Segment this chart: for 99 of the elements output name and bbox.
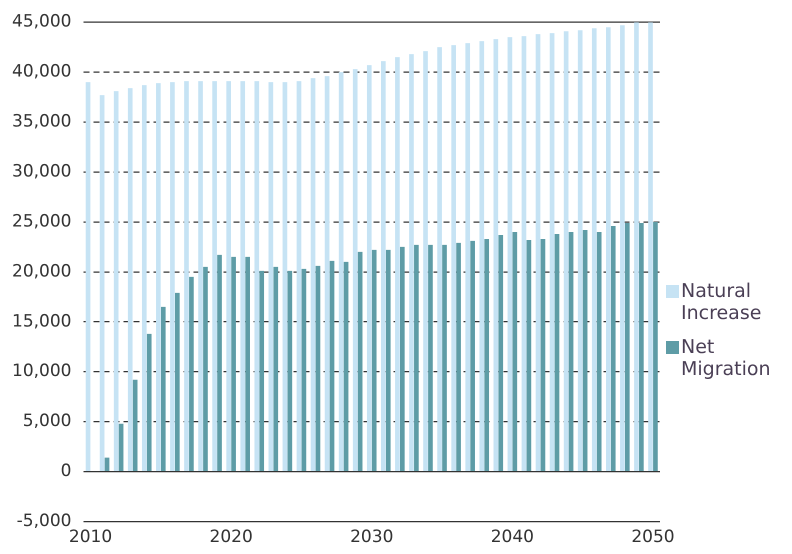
bar [310, 78, 316, 472]
bar [550, 33, 554, 472]
bar [512, 232, 518, 472]
bar [395, 57, 400, 472]
bar [578, 30, 583, 472]
bar [554, 234, 560, 472]
bar [568, 232, 574, 472]
bar [128, 88, 133, 472]
bar [324, 76, 330, 472]
bar [536, 34, 540, 472]
bar [189, 276, 194, 472]
bar [100, 95, 104, 472]
legend-label: Natural Increase [681, 280, 762, 324]
bar [648, 22, 653, 472]
y-tick-label: -5,000 [16, 511, 72, 532]
bar [381, 61, 386, 472]
bar [423, 51, 428, 472]
x-tick-label: 2040 [490, 527, 534, 548]
y-tick-label: 30,000 [12, 161, 72, 182]
bar [338, 72, 344, 472]
bar [606, 27, 611, 472]
bar [273, 266, 278, 472]
bar [156, 83, 161, 472]
bar [526, 240, 532, 472]
legend-label: Net Migration [681, 336, 772, 380]
bar [254, 81, 260, 472]
bar [522, 36, 526, 472]
y-tick-label: 5,000 [22, 411, 72, 432]
bar [508, 37, 512, 472]
bar [372, 250, 377, 472]
bar [184, 81, 189, 472]
bar [142, 85, 147, 472]
bar [132, 380, 138, 472]
y-tick-label: 45,000 [12, 12, 72, 32]
bar [620, 25, 625, 472]
bar [282, 82, 288, 472]
bar [352, 69, 358, 472]
bar [639, 222, 644, 472]
bar [198, 81, 203, 472]
bar [592, 28, 597, 472]
bar [653, 222, 658, 472]
bar [409, 54, 414, 472]
y-tick-label: 40,000 [12, 62, 72, 82]
bar [456, 242, 461, 472]
bar [240, 81, 246, 472]
bar [386, 250, 391, 472]
bar [287, 270, 292, 472]
x-tick-label: 2050 [631, 527, 675, 548]
bar [442, 244, 447, 472]
bar [484, 238, 490, 472]
bar [245, 256, 250, 472]
bar [498, 234, 504, 472]
y-tick-label: 15,000 [12, 311, 72, 332]
bar [268, 82, 274, 472]
bar [296, 81, 302, 472]
y-tick-label: 0 [60, 461, 72, 482]
bar [226, 81, 232, 472]
bar [479, 41, 484, 472]
bar [231, 256, 236, 472]
y-tick-label: 20,000 [12, 261, 72, 282]
bar [465, 43, 470, 472]
bar [414, 244, 419, 472]
y-tick-label: 10,000 [12, 361, 72, 382]
bar [217, 254, 222, 472]
y-tick-label: 35,000 [12, 112, 72, 132]
bar [114, 91, 119, 472]
bar [451, 45, 456, 472]
bar [596, 232, 602, 472]
x-tick-label: 2010 [68, 527, 112, 548]
bar [86, 82, 90, 472]
bar [366, 65, 372, 472]
bar [203, 266, 208, 472]
bar [624, 222, 630, 472]
bar [493, 39, 498, 472]
bar [175, 292, 180, 472]
bar [634, 22, 639, 472]
bar [358, 252, 362, 472]
bar [146, 334, 152, 472]
bar [212, 81, 217, 472]
bar [400, 246, 405, 472]
y-tick-label: 25,000 [12, 211, 72, 232]
bar [470, 240, 475, 472]
bar [610, 226, 616, 472]
bar [437, 47, 442, 472]
bar [344, 262, 348, 472]
bar [259, 270, 264, 472]
bar [118, 424, 124, 472]
x-tick-label: 2020 [209, 527, 253, 548]
bar [170, 82, 175, 472]
bar [302, 268, 306, 472]
bar [582, 230, 588, 472]
bar [428, 244, 433, 472]
bar [564, 31, 568, 472]
bar [330, 260, 334, 472]
bar [540, 238, 546, 472]
bar [316, 266, 320, 472]
bar [160, 306, 166, 472]
bar [104, 458, 110, 472]
x-tick-label: 2030 [350, 527, 394, 548]
